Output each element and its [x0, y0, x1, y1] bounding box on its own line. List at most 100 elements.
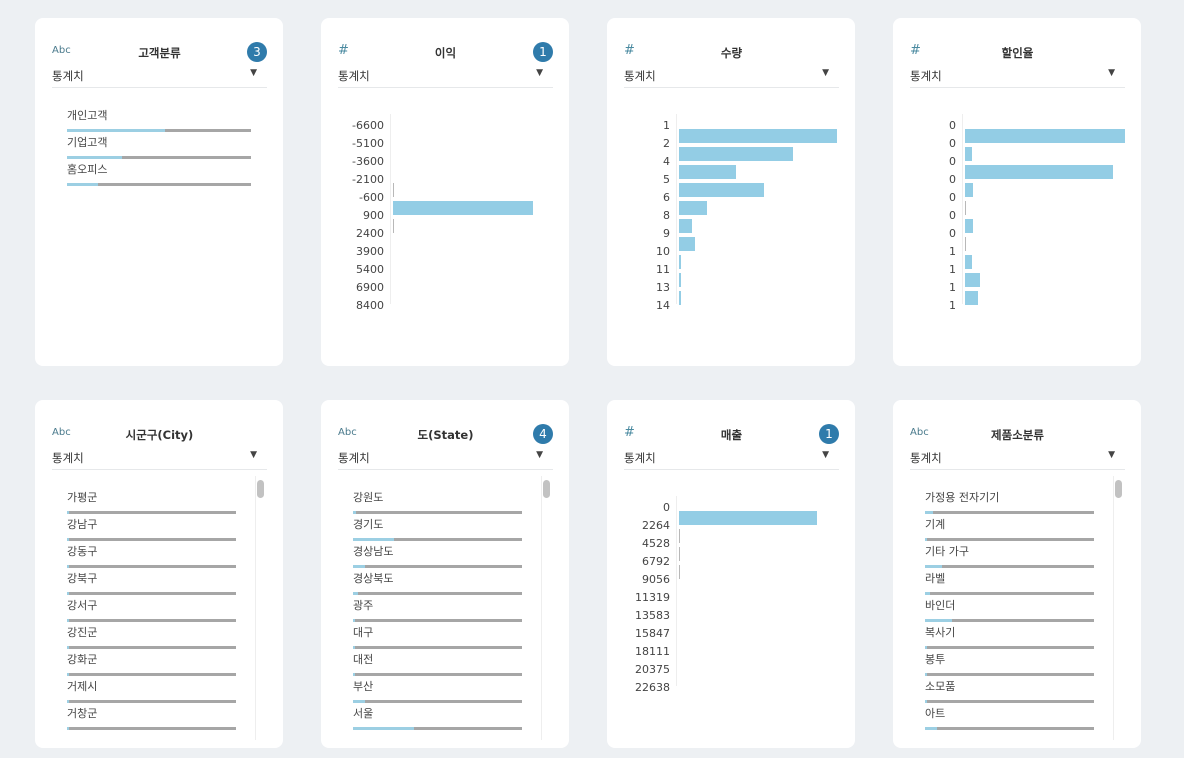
histogram-bar[interactable] [679, 511, 817, 525]
list-item[interactable]: 강서구 [67, 598, 236, 625]
histogram-bar[interactable] [965, 147, 972, 161]
list-item[interactable]: 강원도 [353, 490, 522, 517]
list-item[interactable]: 대구 [353, 625, 522, 652]
list-item[interactable]: 봉투 [925, 652, 1094, 679]
scrollbar-thumb[interactable] [257, 480, 264, 498]
profile-card[interactable]: Abc 고객분류 3 통계치 ▼ 개인고객 기업고객 홈오피스 [35, 18, 283, 366]
frequency-fill [67, 592, 69, 595]
statistics-dropdown[interactable]: 통계치 ▼ [338, 450, 553, 470]
item-label: 기계 [925, 518, 946, 531]
profile-card[interactable]: # 이익 1 통계치 ▼ -6600 -5100 -3600 -2100 -600 900 2400 3… [321, 18, 569, 366]
list-item[interactable]: 소모품 [925, 679, 1094, 706]
list-item[interactable]: 기업고객 [67, 135, 251, 162]
histogram-bar[interactable] [965, 291, 979, 305]
count-badge[interactable]: 4 [533, 424, 553, 444]
item-label: 경기도 [353, 518, 384, 531]
statistics-dropdown[interactable]: 통계치 ▼ [52, 450, 267, 470]
count-badge[interactable]: 1 [819, 424, 839, 444]
list-item[interactable]: 홈오피스 [67, 162, 251, 189]
list-item[interactable]: 바인더 [925, 598, 1094, 625]
scrollbar-thumb[interactable] [1115, 480, 1122, 498]
statistics-dropdown[interactable]: 통계치 ▼ [52, 68, 267, 88]
list-item[interactable]: 강진군 [67, 625, 236, 652]
list-item[interactable]: 거제시 [67, 679, 236, 706]
list-item[interactable]: 가평군 [67, 490, 236, 517]
histogram-bar[interactable] [965, 165, 1113, 179]
list-item[interactable]: 경상남도 [353, 544, 522, 571]
scrollbar[interactable] [255, 476, 267, 740]
list-item[interactable]: 대전 [353, 652, 522, 679]
histogram-bar[interactable] [965, 273, 980, 287]
list-item[interactable]: 강동구 [67, 544, 236, 571]
profile-card[interactable]: Abc 도(State) 4 통계치 ▼ 강원도 경기도 경상남도 경상북도 광주 대구 대전 부산 서울 [321, 400, 569, 748]
histogram-bar[interactable] [679, 529, 680, 543]
histogram-bar[interactable] [965, 201, 966, 215]
dropdown-label: 통계치 [624, 69, 656, 83]
profile-card[interactable]: Abc 시군구(City) 통계치 ▼ 가평군 강남구 강동구 강북구 강서구 강진군 강화군 거제시… [35, 400, 283, 748]
histogram-bar[interactable] [393, 183, 394, 197]
tick-label: 0 [663, 501, 670, 514]
scrollbar-thumb[interactable] [543, 480, 550, 498]
histogram-bar[interactable] [965, 237, 966, 251]
card-title: 고객분류 [138, 46, 181, 60]
histogram-bar[interactable] [679, 219, 692, 233]
list-item[interactable]: 개인고객 [67, 108, 251, 135]
profile-card[interactable]: # 매출 1 통계치 ▼ 0 2264 4528 6792 9056 11319 13583 15847… [607, 400, 855, 748]
list-item[interactable]: 거창군 [67, 706, 236, 733]
histogram-bar[interactable] [679, 237, 695, 251]
list-item[interactable]: 라벨 [925, 571, 1094, 598]
histogram-bar[interactable] [679, 165, 736, 179]
list-item[interactable]: 강남구 [67, 517, 236, 544]
histogram-bar[interactable] [679, 565, 680, 579]
caret-down-icon: ▼ [822, 68, 829, 78]
statistics-dropdown[interactable]: 통계치 ▼ [338, 68, 553, 88]
histogram-bar[interactable] [393, 219, 394, 233]
histogram-bar[interactable] [679, 291, 682, 305]
statistics-dropdown[interactable]: 통계치 ▼ [910, 68, 1125, 88]
statistics-dropdown[interactable]: 통계치 ▼ [910, 450, 1125, 470]
scrollbar[interactable] [541, 476, 553, 740]
list-item[interactable]: 경기도 [353, 517, 522, 544]
frequency-bar [353, 619, 522, 622]
histogram-bar[interactable] [965, 219, 974, 233]
frequency-fill [353, 538, 394, 541]
histogram-bar[interactable] [679, 129, 837, 143]
list-item[interactable]: 광주 [353, 598, 522, 625]
histogram-bar[interactable] [965, 129, 1125, 143]
card-header: # 수량 [624, 42, 839, 62]
histogram-bar[interactable] [965, 255, 972, 269]
count-badge[interactable]: 1 [533, 42, 553, 62]
profile-card[interactable]: # 수량 통계치 ▼ 1 2 4 5 6 8 9 10 11 13 14 [607, 18, 855, 366]
histogram-bar[interactable] [393, 201, 533, 215]
histogram-bar[interactable] [679, 547, 680, 561]
list-item[interactable]: 서울 [353, 706, 522, 733]
list-item[interactable]: 기계 [925, 517, 1094, 544]
item-label: 거제시 [67, 680, 98, 693]
statistics-dropdown[interactable]: 통계치 ▼ [624, 450, 839, 470]
frequency-bar [67, 646, 236, 649]
list-item[interactable]: 강북구 [67, 571, 236, 598]
list-item[interactable]: 강화군 [67, 652, 236, 679]
scrollbar[interactable] [1113, 476, 1125, 740]
histogram-bar[interactable] [679, 255, 682, 269]
card-header: Abc 제품소분류 [910, 424, 1125, 444]
list-item[interactable]: 경상북도 [353, 571, 522, 598]
histogram-bar[interactable] [679, 183, 765, 197]
item-label: 봉투 [925, 653, 946, 666]
histogram-bar[interactable] [679, 201, 708, 215]
histogram-bar[interactable] [965, 183, 974, 197]
list-item[interactable]: 기타 가구 [925, 544, 1094, 571]
list-item[interactable]: 복사기 [925, 625, 1094, 652]
profile-card[interactable]: # 할인율 통계치 ▼ 0 0 0 0 0 0 0 1 1 1 1 [893, 18, 1141, 366]
list-item[interactable]: 가정용 전자기기 [925, 490, 1094, 517]
statistics-dropdown[interactable]: 통계치 ▼ [624, 68, 839, 88]
item-label: 강동구 [67, 545, 98, 558]
frequency-fill [353, 727, 414, 730]
count-badge[interactable]: 3 [247, 42, 267, 62]
list-item[interactable]: 아트 [925, 706, 1094, 733]
list-item[interactable]: 부산 [353, 679, 522, 706]
histogram-bar[interactable] [679, 273, 682, 287]
tick-label: 1 [949, 281, 956, 294]
histogram-bar[interactable] [679, 147, 793, 161]
